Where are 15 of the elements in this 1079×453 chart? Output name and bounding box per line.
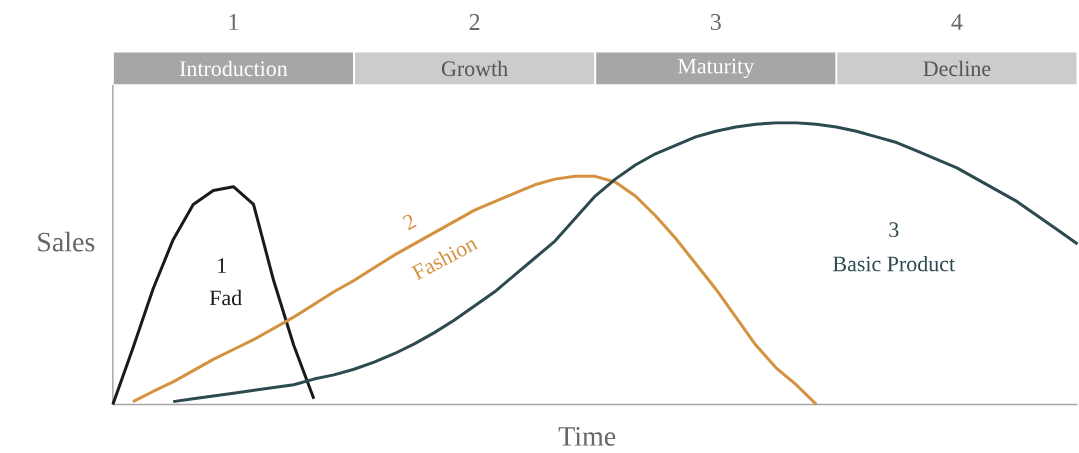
text: 3	[710, 13, 721, 30]
text: Basic Product	[833, 255, 955, 272]
text: Growth	[441, 60, 508, 76]
text: Introduction	[179, 60, 288, 76]
text: 1	[229, 13, 238, 30]
text: 4	[951, 13, 963, 30]
y-axis-title: Sales	[38, 231, 95, 252]
x-axis-title: Time	[558, 426, 616, 446]
text: 2	[469, 13, 480, 30]
annotation: 2	[402, 214, 417, 231]
annotation: 1	[218, 258, 226, 273]
annotation: 3	[889, 222, 899, 237]
series-label: Fad	[209, 289, 242, 306]
text: Maturity	[677, 58, 755, 78]
text: Decline	[923, 60, 991, 76]
